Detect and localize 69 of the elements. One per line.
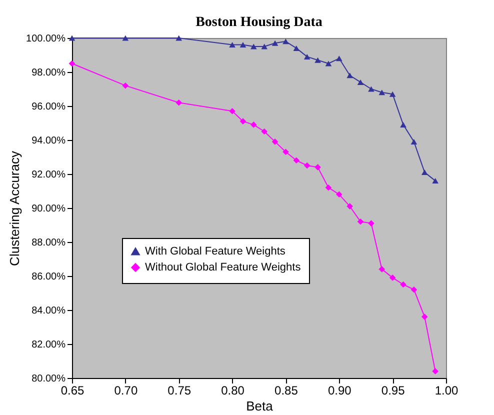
point bbox=[250, 122, 257, 128]
point bbox=[378, 266, 386, 272]
point bbox=[176, 35, 182, 41]
point bbox=[68, 60, 76, 67]
x-tick-label: 0.65 bbox=[60, 384, 84, 398]
point bbox=[229, 42, 236, 48]
x-tick-label: 0.75 bbox=[168, 384, 192, 398]
point bbox=[122, 35, 129, 41]
point bbox=[325, 184, 332, 191]
point bbox=[250, 44, 257, 50]
x-axis-title: Beta bbox=[246, 398, 274, 414]
point bbox=[410, 138, 418, 144]
point bbox=[432, 178, 438, 184]
point bbox=[400, 122, 406, 128]
y-tick-label: 82.00% bbox=[32, 340, 66, 350]
x-tick-label: 0.80 bbox=[221, 384, 245, 398]
point bbox=[240, 42, 246, 48]
point bbox=[272, 138, 278, 145]
point bbox=[240, 118, 246, 124]
point bbox=[346, 203, 353, 210]
point bbox=[421, 170, 428, 176]
point bbox=[368, 220, 374, 226]
point bbox=[304, 54, 310, 60]
y-tick-label: 92.00% bbox=[32, 170, 66, 180]
point bbox=[229, 108, 236, 114]
y-tick-label: 100.00% bbox=[26, 34, 66, 44]
point bbox=[357, 79, 364, 85]
point bbox=[261, 128, 268, 135]
point bbox=[325, 60, 332, 66]
y-axis-title: Clustering Accuracy bbox=[7, 150, 22, 266]
point bbox=[304, 162, 310, 169]
y-tick-label: 88.00% bbox=[32, 238, 66, 248]
x-tick-label: 0.70 bbox=[114, 384, 138, 398]
chart-title: Boston Housing Data bbox=[196, 15, 322, 30]
x-tick-label: 0.90 bbox=[328, 384, 352, 398]
x-tick-label: 1.00 bbox=[434, 384, 458, 398]
point bbox=[122, 82, 129, 89]
point bbox=[357, 218, 364, 225]
point bbox=[282, 38, 289, 44]
point bbox=[336, 56, 342, 62]
y-tick-label: 90.00% bbox=[32, 204, 66, 214]
point bbox=[368, 86, 374, 92]
point bbox=[336, 191, 342, 198]
y-tick-label: 86.00% bbox=[32, 272, 66, 282]
y-tick-label: 96.00% bbox=[32, 102, 66, 112]
x-tick-label: 0.85 bbox=[274, 384, 298, 398]
point bbox=[432, 368, 438, 374]
point bbox=[346, 72, 353, 78]
point bbox=[389, 274, 396, 281]
y-tick-label: 84.00% bbox=[32, 306, 66, 316]
point bbox=[410, 286, 418, 293]
point bbox=[293, 157, 300, 164]
point bbox=[272, 40, 278, 46]
point bbox=[400, 281, 406, 288]
point bbox=[389, 91, 396, 97]
point bbox=[293, 45, 300, 51]
point bbox=[378, 90, 386, 96]
y-tick-label: 80.00% bbox=[32, 374, 66, 384]
legend-label: Without Global Feature Weights bbox=[145, 262, 302, 274]
point bbox=[314, 164, 321, 170]
point bbox=[261, 44, 268, 50]
y-tick-label: 98.00% bbox=[32, 68, 66, 78]
point bbox=[282, 148, 289, 156]
point bbox=[176, 99, 182, 106]
point bbox=[314, 57, 321, 63]
point bbox=[421, 314, 428, 320]
legend-label: With Global Feature Weights bbox=[145, 246, 286, 258]
x-tick-label: 0.95 bbox=[381, 384, 406, 398]
y-tick-label: 94.00% bbox=[32, 136, 66, 146]
